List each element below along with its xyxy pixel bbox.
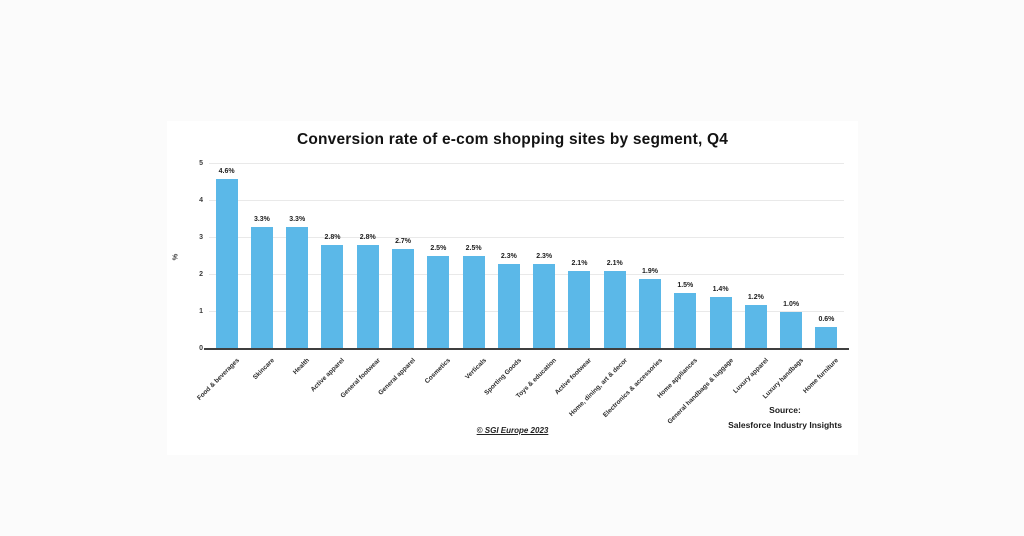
bar bbox=[497, 264, 520, 349]
bar-value-label: 1.2% bbox=[747, 294, 764, 301]
y-tick-label: 1 bbox=[199, 308, 203, 315]
y-tick-label: 0 bbox=[199, 345, 203, 352]
y-axis-label: % bbox=[170, 253, 180, 260]
plot-area: 0 1 2 3 4 5 % 4.6% Food & beverages 3.3% Skincar… bbox=[171, 160, 849, 426]
bar bbox=[815, 327, 838, 349]
bar-slot: 2.8% Active apparel bbox=[310, 164, 350, 393]
bar-slot: 2.7% General apparel bbox=[377, 164, 420, 397]
bar-value-label: 2.8% bbox=[359, 234, 376, 241]
y-tick-label: 2 bbox=[199, 271, 203, 278]
y-tick-label: 5 bbox=[199, 160, 203, 167]
bar bbox=[286, 227, 309, 349]
bar-value-label: 2.1% bbox=[571, 260, 588, 267]
source-label: Source: bbox=[769, 405, 801, 415]
bar bbox=[321, 245, 344, 349]
bar-slot: 2.3% Toys & education bbox=[515, 164, 562, 400]
gridline bbox=[209, 311, 844, 312]
bar-value-label: 2.5% bbox=[465, 245, 482, 252]
bar bbox=[356, 245, 379, 349]
bar-slot: 3.3% Skincare bbox=[244, 164, 279, 381]
gridline bbox=[209, 163, 844, 164]
bar-value-label: 1.5% bbox=[677, 282, 694, 289]
y-tick-label: 3 bbox=[199, 234, 203, 241]
bar bbox=[744, 305, 767, 349]
bar-value-label: 3.3% bbox=[253, 216, 270, 223]
copyright-note: © SGI Europe 2023 bbox=[476, 426, 549, 435]
bar-slot: 2.8% General footwear bbox=[339, 164, 385, 400]
bar-value-label: 1.0% bbox=[783, 301, 800, 308]
bar-slot: 1.9% Electronics & accessories bbox=[602, 164, 667, 419]
bar-value-label: 2.3% bbox=[536, 253, 553, 260]
bar bbox=[392, 249, 415, 349]
bar bbox=[780, 312, 803, 349]
bar-slot: 0.6% Home furniture bbox=[802, 164, 844, 395]
bar-value-label: 0.6% bbox=[818, 316, 835, 323]
y-tick-label: 4 bbox=[199, 197, 203, 204]
bar-slot: 1.5% Home appliances bbox=[656, 164, 703, 400]
bar bbox=[215, 179, 238, 349]
bar bbox=[533, 264, 556, 349]
bar-slot: 1.0% Luxury handbags bbox=[762, 164, 809, 400]
bar-value-label: 2.5% bbox=[430, 245, 447, 252]
source-note: Source: Salesforce Industry Insights bbox=[695, 403, 875, 433]
bar bbox=[568, 271, 591, 349]
bar bbox=[250, 227, 273, 349]
bar bbox=[462, 256, 485, 349]
bar-value-label: 2.3% bbox=[500, 253, 517, 260]
bar bbox=[709, 297, 732, 349]
bar bbox=[427, 256, 450, 349]
bar-slot: 4.6% Food & beverages bbox=[196, 164, 244, 402]
bar-value-label: 1.9% bbox=[642, 268, 658, 275]
bar-slot: 3.3% Health bbox=[280, 164, 315, 376]
bar bbox=[639, 279, 662, 349]
chart-card: Conversion rate of e-com shopping sites … bbox=[167, 121, 858, 455]
bar-value-label: 3.3% bbox=[289, 216, 306, 223]
source-name: Salesforce Industry Insights bbox=[728, 420, 842, 430]
bar-slot: 2.1% Home, dining, art & decor bbox=[568, 164, 632, 418]
bar-slot: 2.3% Sporting Goods bbox=[483, 164, 526, 397]
gridline bbox=[209, 274, 844, 275]
bar-value-label: 1.4% bbox=[712, 286, 729, 293]
bar-slot: 1.4% General handbags & luggage bbox=[666, 164, 738, 426]
bar-slot: 2.5% Cosmetics bbox=[421, 164, 456, 385]
bar-value-label: 2.8% bbox=[324, 234, 341, 241]
bar-value-label: 2.7% bbox=[395, 238, 412, 245]
gridline bbox=[209, 200, 844, 201]
gridline bbox=[209, 237, 844, 238]
bar-slot: 1.2% Luxury apparel bbox=[732, 164, 773, 395]
bar bbox=[674, 293, 697, 349]
bar-value-label: 4.6% bbox=[218, 168, 235, 175]
bar-value-label: 2.1% bbox=[606, 260, 623, 267]
bar bbox=[603, 271, 626, 349]
chart-title: Conversion rate of e-com shopping sites … bbox=[296, 131, 729, 148]
bars-container: 4.6% Food & beverages 3.3% Skincare 3.3% Heal… bbox=[196, 164, 844, 426]
x-axis-line bbox=[204, 348, 849, 350]
bar-slot: 2.5% Verticals bbox=[456, 164, 491, 381]
bar-slot: 2.1% Active footwear bbox=[554, 164, 597, 396]
